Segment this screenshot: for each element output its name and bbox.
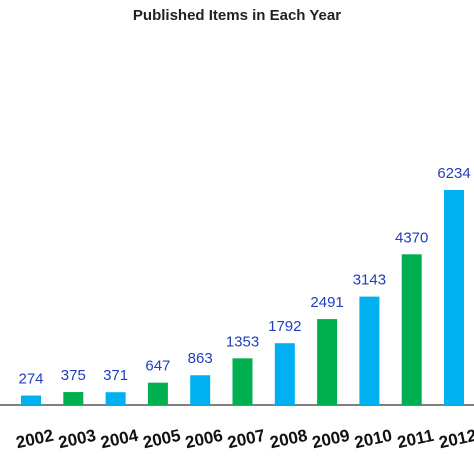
bar bbox=[317, 319, 338, 405]
x-tick-label: 2008 bbox=[268, 426, 309, 452]
x-tick-label: 2002 bbox=[14, 426, 55, 452]
chart-title: Published Items in Each Year bbox=[133, 7, 341, 24]
value-label: 274 bbox=[18, 371, 43, 388]
value-label: 1353 bbox=[226, 333, 259, 350]
bar bbox=[147, 382, 168, 405]
x-tick-label: 2004 bbox=[99, 426, 140, 453]
x-tick-label: 2003 bbox=[57, 426, 98, 452]
x-tick-label: 2010 bbox=[353, 426, 394, 452]
value-label: 863 bbox=[188, 350, 213, 367]
bar bbox=[401, 254, 422, 405]
x-tick-label: 2011 bbox=[395, 426, 435, 452]
value-label: 4370 bbox=[395, 229, 428, 246]
bar bbox=[63, 392, 84, 405]
x-tick-label: 2009 bbox=[310, 426, 351, 452]
x-tick-label: 2007 bbox=[226, 426, 267, 452]
x-tick-label: 2012 bbox=[437, 426, 474, 452]
bar bbox=[105, 392, 126, 405]
value-label: 371 bbox=[103, 367, 128, 384]
bar bbox=[232, 358, 253, 405]
bar bbox=[444, 190, 464, 405]
x-tick-label: 2005 bbox=[141, 426, 182, 452]
value-label: 2491 bbox=[310, 294, 343, 311]
value-label: 3143 bbox=[353, 272, 386, 289]
bar bbox=[359, 296, 380, 405]
value-label: 1792 bbox=[268, 318, 301, 335]
bar bbox=[21, 395, 41, 405]
value-label: 6234 bbox=[437, 165, 470, 182]
value-label: 647 bbox=[145, 358, 170, 375]
x-tick-label: 2006 bbox=[184, 426, 225, 452]
value-label: 375 bbox=[61, 367, 86, 384]
bar bbox=[274, 343, 295, 405]
bar bbox=[190, 375, 211, 405]
